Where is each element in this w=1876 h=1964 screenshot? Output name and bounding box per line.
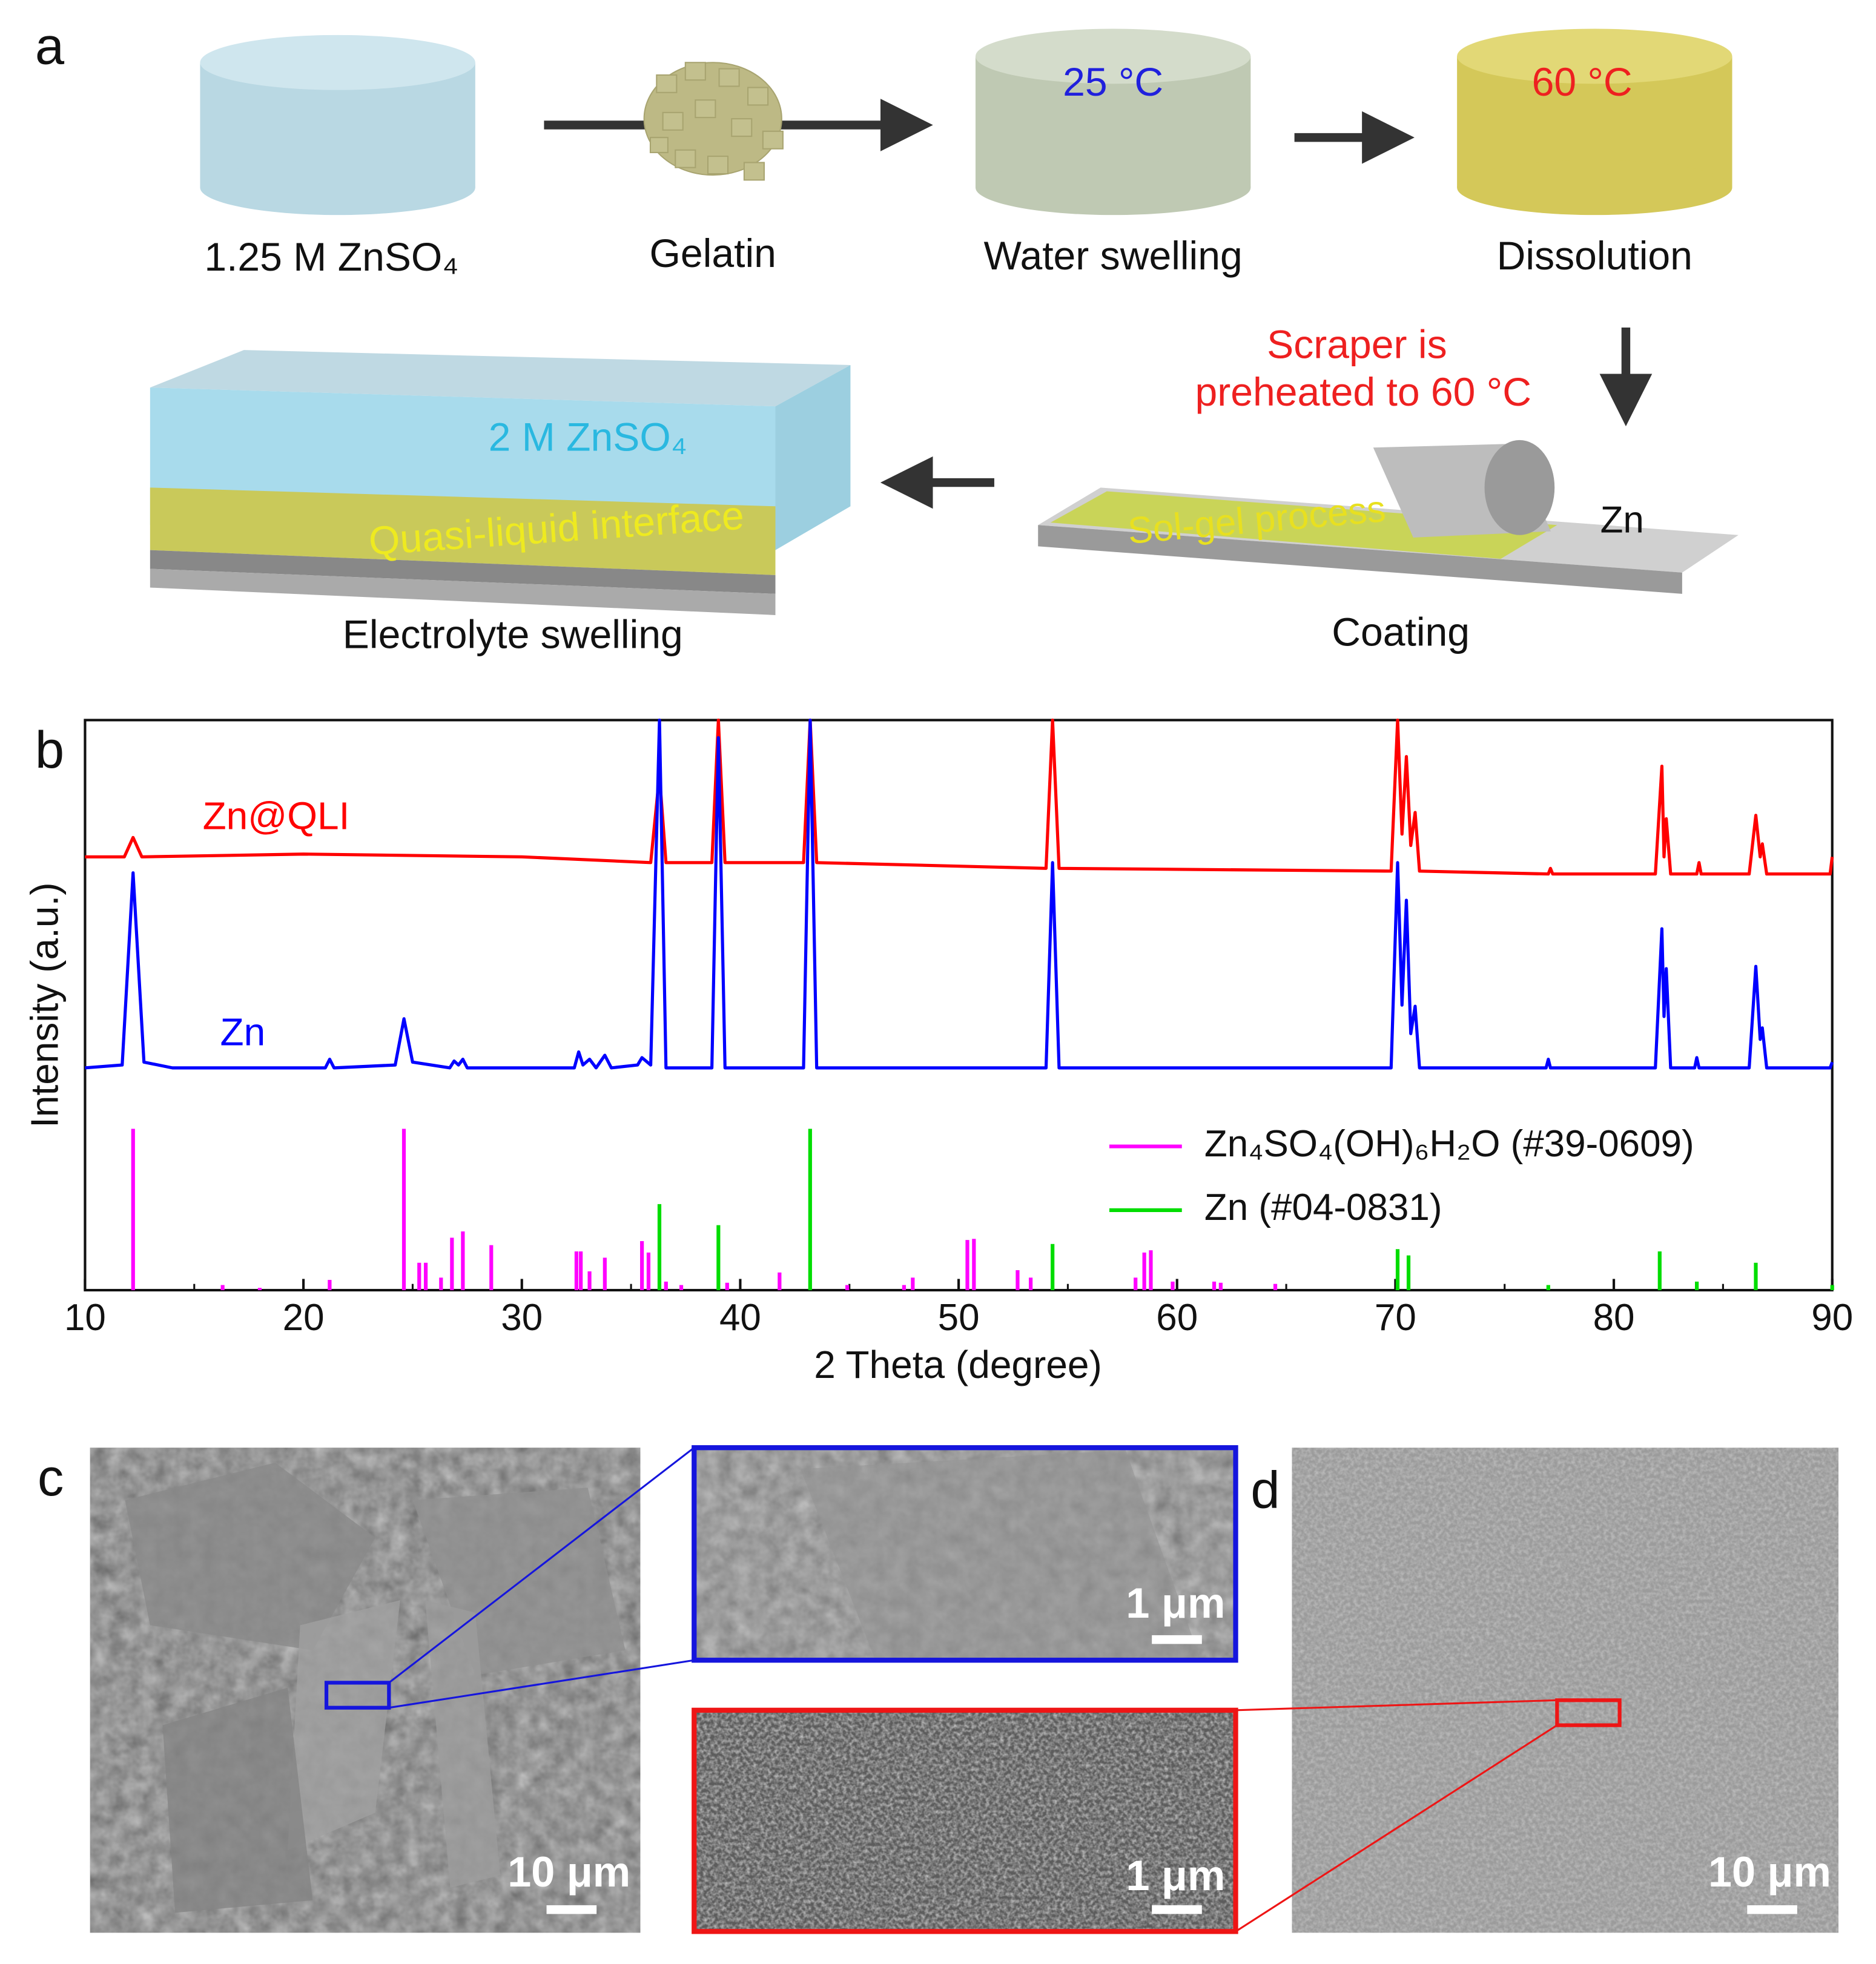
temperature: 60 °C xyxy=(1532,60,1633,105)
x-tick-label: 10 xyxy=(64,1297,106,1339)
scale-bar-label: 1 μm xyxy=(1126,1851,1225,1899)
scale-bar-label: 10 μm xyxy=(507,1848,630,1896)
x-tick-label: 70 xyxy=(1375,1297,1416,1339)
x-tick-label: 30 xyxy=(501,1297,543,1339)
temperature: 25 °C xyxy=(1063,60,1163,105)
cylinder-solution xyxy=(200,35,475,216)
x-tick-label: 20 xyxy=(283,1297,325,1339)
sem-inset xyxy=(692,1707,1238,1934)
legend-label: Zn₄SO₄(OH)₆H₂O (#39-0609) xyxy=(1204,1123,1694,1165)
sem-inset xyxy=(692,1445,1238,1663)
step-label: Gelatin xyxy=(650,231,776,276)
cylinder-dissolution xyxy=(1457,28,1732,216)
step-label: Dissolution xyxy=(1497,234,1693,278)
scale-bar-label: 10 μm xyxy=(1708,1848,1831,1896)
series-label: Zn xyxy=(220,1010,265,1054)
layer-label: 2 M ZnSO₄ xyxy=(489,415,687,460)
x-axis-label: 2 Theta (degree) xyxy=(814,1343,1102,1386)
spectrum-line xyxy=(85,718,1834,1070)
series-label: Zn@QLI xyxy=(203,794,350,837)
sem-image xyxy=(90,1448,641,1933)
sem-image xyxy=(1292,1448,1839,1933)
step-label: Water swelling xyxy=(984,234,1243,278)
step-label: Coating xyxy=(1332,610,1470,654)
panel-label: b xyxy=(35,720,64,779)
coating-schematic xyxy=(1038,440,1739,594)
x-tick-label: 90 xyxy=(1811,1297,1853,1339)
zoom-line xyxy=(389,1659,695,1709)
x-tick-label: 40 xyxy=(719,1297,761,1339)
panel-label: a xyxy=(35,17,65,76)
substrate-label: Zn xyxy=(1600,499,1644,541)
x-tick-label: 80 xyxy=(1593,1297,1635,1339)
xrd-chart: b 2 Theta (degree) Intensity (a.u.) 10 20… xyxy=(22,718,1853,1386)
x-tick-label: 50 xyxy=(938,1297,980,1339)
electrolyte-box xyxy=(150,350,851,615)
zoom-line xyxy=(1235,1699,1557,1712)
gelatin-granules xyxy=(643,62,784,181)
step-label: Electrolyte swelling xyxy=(343,613,683,657)
cylinder-swelling xyxy=(975,28,1251,216)
zoom-line xyxy=(388,1446,695,1684)
zoom-line xyxy=(1235,1724,1558,1933)
note: Scraper is xyxy=(1267,323,1447,367)
step-label: 1.25 M ZnSO₄ xyxy=(204,235,458,280)
panel-label: d xyxy=(1250,1460,1280,1519)
panel-label: c xyxy=(38,1448,64,1507)
scale-bar-label: 1 μm xyxy=(1126,1579,1225,1627)
y-axis-label: Intensity (a.u.) xyxy=(22,882,66,1127)
note: preheated to 60 °C xyxy=(1195,370,1531,415)
x-tick-label: 60 xyxy=(1156,1297,1198,1339)
legend-label: Zn (#04-0831) xyxy=(1204,1187,1442,1228)
